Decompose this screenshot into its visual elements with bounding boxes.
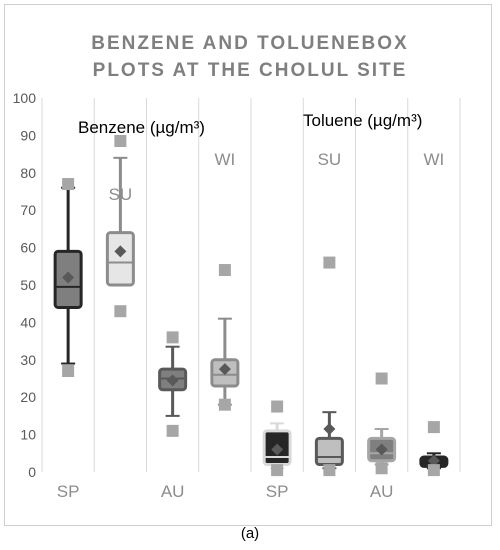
chart-title-line-1: BENZENE AND TOLUENEBOX	[91, 33, 409, 54]
outlier-point	[166, 424, 179, 437]
box-toluene-su	[314, 256, 344, 477]
season-label-bottom: AU	[161, 482, 185, 501]
y-tick-label: 80	[20, 165, 36, 181]
outlier-point	[62, 178, 75, 191]
season-label-top: SU	[318, 150, 342, 169]
y-tick-label: 50	[20, 277, 36, 293]
y-axis: 0 10 20 30 40 50 60 70 80 90 100	[13, 90, 37, 480]
box-toluene-sp	[262, 400, 292, 477]
y-tick-label: 100	[13, 90, 37, 106]
box-toluene-au	[367, 372, 397, 475]
grid-layer	[41, 98, 461, 472]
chart-title-line-2: PLOTS AT THE CHOLUL SITE	[92, 60, 408, 81]
y-tick-label: 0	[28, 464, 36, 480]
y-tick-label: 20	[20, 389, 36, 405]
outlier-point	[114, 305, 127, 318]
outlier-point	[427, 421, 440, 434]
y-tick-label: 90	[20, 127, 36, 143]
box-benzene-au	[158, 331, 188, 437]
outlier-point	[271, 464, 284, 477]
y-tick-label: 60	[20, 240, 36, 256]
season-label-bottom: AU	[370, 482, 394, 501]
season-label-top: WI	[214, 150, 235, 169]
season-label-bottom: SP	[266, 482, 289, 501]
y-tick-label: 40	[20, 314, 36, 330]
outlier-point	[323, 256, 336, 269]
outlier-point	[218, 264, 231, 277]
mean-marker	[375, 443, 388, 456]
y-tick-label: 30	[20, 352, 36, 368]
labels-layer: Benzene (µg/m³) Toluene (µg/m³) SP AU SP AU…	[57, 111, 444, 501]
chart-frame	[4, 4, 492, 526]
outlier-point	[375, 372, 388, 385]
mean-marker	[62, 271, 75, 284]
mean-marker	[427, 454, 440, 467]
outlier-point	[166, 331, 179, 344]
iqr-box	[105, 231, 135, 287]
outlier-point	[62, 365, 75, 378]
outlier-point	[218, 398, 231, 411]
season-label-top: WI	[423, 150, 444, 169]
box-benzene-wi	[210, 264, 240, 411]
box-plot-chart: 0 10 20 30 40 50 60 70 80 90 100 Benzene (µg/m³) T…	[13, 90, 461, 501]
season-label-bottom: SP	[57, 482, 80, 501]
outlier-point	[323, 464, 336, 477]
outlier-point	[271, 400, 284, 413]
outlier-point	[427, 464, 440, 477]
box-toluene-wi	[419, 421, 449, 477]
iqr-box	[314, 436, 344, 467]
box-benzene-sp	[53, 178, 83, 378]
mean-marker	[271, 443, 284, 456]
mean-marker	[218, 363, 231, 376]
mean-marker	[166, 374, 179, 387]
box-benzene-su	[105, 135, 135, 318]
figure-caption: (a)	[240, 525, 260, 542]
toluene-annotation: Toluene (µg/m³)	[303, 111, 422, 130]
y-tick-label: 10	[20, 427, 36, 443]
outlier-point	[114, 135, 127, 148]
mean-marker	[323, 422, 336, 435]
y-tick-label: 70	[20, 202, 36, 218]
mean-marker	[114, 245, 127, 258]
chart-title: BENZENE AND TOLUENEBOX PLOTS AT THE CHOL…	[0, 30, 500, 84]
benzene-annotation: Benzene (µg/m³)	[78, 118, 205, 137]
season-label-top: SU	[109, 185, 133, 204]
boxes-layer	[53, 135, 449, 477]
outlier-point	[375, 462, 388, 475]
